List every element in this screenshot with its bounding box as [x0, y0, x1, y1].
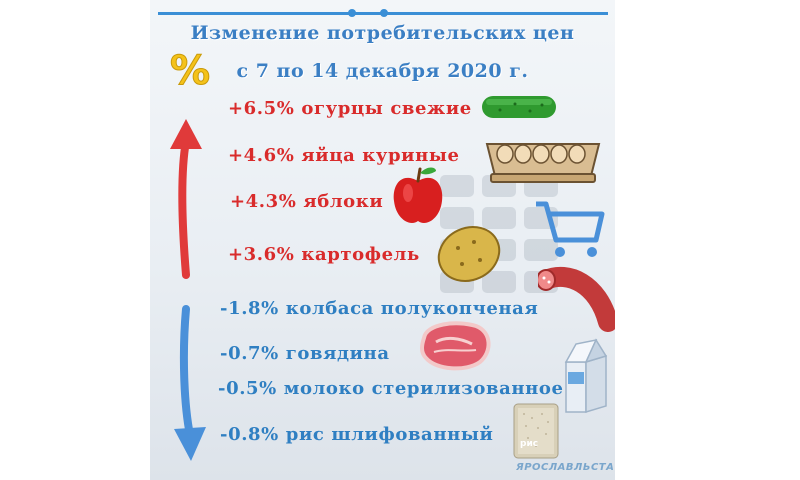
- decrease-item: -1.8% колбаса полукопченая: [220, 298, 539, 319]
- infographic-card: Изменение потребительских цен с 7 по 14 …: [150, 0, 615, 480]
- shopping-cart-icon: [536, 201, 605, 257]
- increase-item: +6.5% огурцы свежие: [228, 98, 472, 119]
- title-line-2: с 7 по 14 декабря 2020 г.: [236, 60, 529, 82]
- decrease-item: -0.7% говядина: [220, 343, 390, 364]
- milk-carton-icon: [564, 338, 608, 414]
- rule-dot: [348, 9, 356, 17]
- decrease-item: -0.8% рис шлифованный: [220, 424, 494, 445]
- sausage-icon: [538, 266, 615, 332]
- increase-item: +3.6% картофель: [228, 244, 420, 265]
- watermark: ЯРОСЛАВЛЬСТА: [516, 462, 615, 473]
- percent-icon: %: [170, 48, 211, 95]
- title-line-1: Изменение потребительских цен: [190, 22, 575, 44]
- decrease-arrow-icon: [174, 305, 206, 461]
- svg-text:рис: рис: [520, 439, 538, 449]
- increase-arrow-icon: [170, 119, 202, 279]
- rice-bag-icon: рис: [513, 403, 559, 459]
- eggs-carton-icon: [485, 143, 601, 183]
- potato-icon: [437, 226, 501, 282]
- apple-icon: [393, 167, 443, 223]
- decrease-item: -0.5% молоко стерилизованное: [218, 378, 564, 399]
- increase-item: +4.3% яблоки: [230, 191, 384, 212]
- beef-steak-icon: [420, 321, 491, 371]
- increase-item: +4.6% яйца куриные: [228, 145, 460, 166]
- rule-dot: [380, 9, 388, 17]
- svg-text:%: %: [170, 48, 210, 94]
- cucumber-icon: [482, 96, 556, 118]
